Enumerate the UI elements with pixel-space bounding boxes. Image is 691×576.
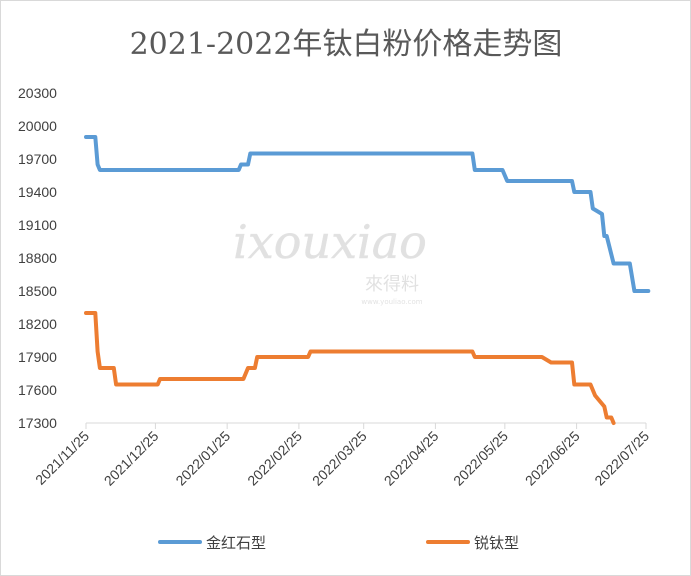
x-tick-label: 2022/07/25 [591,428,652,489]
y-axis: 17300 17600 17900 18200 18500 18800 19100 19400… [18,85,57,431]
y-tick-label: 19700 [18,151,57,167]
y-tick-label: 18200 [18,316,57,332]
watermark-logo: ixouxiao [233,215,427,269]
y-tick-label: 17900 [18,349,57,365]
x-tick-label: 2021/11/25 [32,428,92,488]
y-tick-label: 17600 [18,382,57,398]
x-tick-label: 2022/02/25 [244,428,305,489]
series-line-1 [84,135,651,293]
x-axis: 2021/11/25 2021/12/25 2022/01/25 2022/02/25… [32,423,652,489]
chart-title: 2021-2022年钛白粉价格走势图 [130,27,563,62]
x-tick-label: 2022/06/25 [522,428,583,489]
x-tick-label: 2022/01/25 [172,428,233,489]
legend: 金红石型 锐钛型 [158,534,519,552]
x-tick-label: 2021/12/25 [101,428,162,489]
watermark: ixouxiao 來得料 www.youliao.com [233,215,427,306]
series-line-2 [84,311,616,425]
legend-label: 金红石型 [206,534,266,552]
y-tick-label: 19400 [18,184,57,200]
legend-label: 锐钛型 [474,534,519,552]
y-tick-label: 20000 [18,118,57,134]
y-tick-label: 17300 [18,415,57,431]
y-tick-label: 20300 [18,85,57,101]
x-tick-label: 2022/05/25 [450,428,511,489]
watermark-cn: 來得料 [365,274,419,295]
x-tick-label: 2022/03/25 [309,428,370,489]
series-layer [84,135,651,425]
y-tick-label: 19100 [18,217,57,233]
watermark-url: www.youliao.com [361,298,422,306]
y-tick-label: 18800 [18,250,57,266]
y-tick-label: 18500 [18,283,57,299]
x-tick-label: 2022/04/25 [381,428,442,489]
